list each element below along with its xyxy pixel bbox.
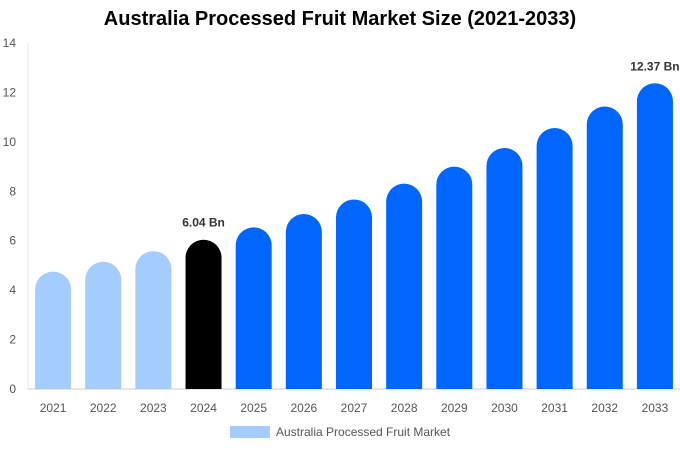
legend-label: Australia Processed Fruit Market	[276, 425, 451, 439]
x-tick-label: 2023	[140, 401, 167, 415]
bar-2022	[85, 261, 122, 389]
bar-2026	[285, 214, 322, 389]
bar-2030	[486, 148, 523, 389]
legend-swatch	[230, 426, 270, 438]
bar-2033	[636, 83, 673, 389]
x-tick-label: 2028	[391, 401, 418, 415]
data-label-2024: 6.04 Bn	[182, 216, 225, 230]
chart-title: Australia Processed Fruit Market Size (2…	[103, 8, 577, 30]
bar-2032	[586, 106, 623, 390]
x-tick-label: 2026	[290, 401, 317, 415]
y-tick-label: 4	[9, 283, 16, 297]
x-tick-label: 2025	[240, 401, 267, 415]
x-tick-label: 2024	[190, 401, 217, 415]
y-tick-label: 14	[3, 36, 17, 50]
y-tick-label: 6	[9, 234, 16, 248]
bar-2029	[436, 166, 473, 389]
bar-2024	[185, 239, 222, 389]
bar-2028	[386, 183, 423, 389]
y-tick-label: 8	[9, 184, 16, 198]
y-tick-label: 0	[9, 382, 16, 396]
x-tick-label: 2022	[90, 401, 117, 415]
y-tick-label: 2	[9, 333, 16, 347]
x-tick-label: 2029	[441, 401, 468, 415]
x-tick-label: 2032	[591, 401, 618, 415]
x-tick-label: 2021	[40, 401, 67, 415]
bar-2027	[336, 199, 372, 389]
x-tick-label: 2030	[491, 401, 518, 415]
y-tick-label: 12	[3, 85, 17, 99]
legend: Australia Processed Fruit Market	[230, 425, 450, 439]
x-tick-label: 2033	[642, 401, 669, 415]
bar-2031	[536, 128, 573, 389]
bar-2023	[135, 251, 172, 389]
x-tick-label: 2027	[341, 401, 368, 415]
x-tick-label: 2031	[541, 401, 568, 415]
bar-2025	[235, 227, 272, 389]
y-tick-label: 10	[3, 135, 17, 149]
data-label-2033: 12.37 Bn	[630, 59, 679, 73]
bar-2021	[35, 271, 72, 389]
